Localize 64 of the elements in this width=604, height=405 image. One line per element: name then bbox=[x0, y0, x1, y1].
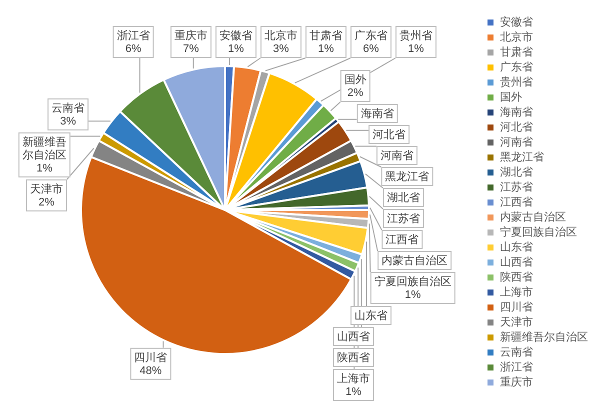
slice-label: 国外 bbox=[344, 74, 366, 86]
legend-label: 新疆维吾尔自治区 bbox=[500, 330, 588, 344]
data-label: 48% bbox=[140, 364, 162, 377]
data-label: 7% bbox=[183, 43, 200, 56]
data-label: 2% bbox=[347, 87, 364, 100]
legend-label: 安徽省 bbox=[500, 16, 533, 29]
legend-label: 北京市 bbox=[500, 30, 533, 44]
legend-label: 重庆市 bbox=[500, 376, 533, 389]
data-label: 1% bbox=[346, 386, 362, 398]
slice-label: 广东省 bbox=[354, 29, 388, 42]
data-label: 1% bbox=[318, 43, 334, 56]
legend-label: 甘肃省 bbox=[500, 46, 533, 59]
data-label: 1% bbox=[408, 43, 424, 56]
legend-label: 湖北省 bbox=[500, 166, 533, 179]
legend-label: 内蒙古自治区 bbox=[500, 210, 566, 224]
slice-label: 宁夏回族自治区 bbox=[374, 275, 452, 288]
data-label: 1% bbox=[36, 162, 53, 174]
slice-label: 陕西省 bbox=[337, 351, 370, 364]
slice-label: 新疆维吾尔自治区 bbox=[22, 135, 66, 162]
legend-label: 广东省 bbox=[500, 60, 533, 74]
slice-label: 重庆市 bbox=[174, 29, 208, 42]
slice-label: 贵州省 bbox=[399, 29, 432, 42]
slice-label: 上海市 bbox=[337, 372, 370, 386]
slice-label: 山东省 bbox=[354, 309, 388, 322]
legend-label: 江西省 bbox=[500, 196, 533, 209]
slice-label: 云南省 bbox=[52, 101, 85, 114]
data-label: 6% bbox=[125, 43, 142, 56]
legend-label: 山西省 bbox=[500, 256, 533, 269]
legend-label: 浙江省 bbox=[500, 360, 533, 374]
legend-label: 贵州省 bbox=[500, 76, 533, 89]
slice-label: 安徽省 bbox=[219, 29, 252, 42]
data-label: 3% bbox=[60, 115, 76, 128]
slice-label: 海南省 bbox=[360, 107, 394, 120]
slice-label: 山西省 bbox=[337, 330, 370, 344]
slice-label: 江苏省 bbox=[387, 212, 420, 226]
legend-label: 云南省 bbox=[500, 346, 533, 359]
legend-label: 陕西省 bbox=[500, 270, 533, 284]
slice-label: 四川省 bbox=[134, 350, 168, 364]
legend-label: 国外 bbox=[500, 92, 522, 104]
slice-label: 北京市 bbox=[264, 29, 298, 42]
data-label: 6% bbox=[363, 43, 380, 56]
slice-label: 江西省 bbox=[386, 233, 419, 246]
data-label: 2% bbox=[38, 196, 55, 208]
legend-label: 山东省 bbox=[500, 240, 533, 254]
slice-label: 浙江省 bbox=[116, 29, 150, 42]
legend-label: 黑龙江省 bbox=[500, 150, 544, 164]
slice-label: 内蒙古自治区 bbox=[382, 254, 448, 268]
legend-label: 宁夏回族自治区 bbox=[500, 226, 577, 239]
slice-label: 天津市 bbox=[30, 182, 63, 196]
data-label: 3% bbox=[273, 43, 290, 56]
legend-label: 天津市 bbox=[500, 316, 533, 329]
category-label: 黑龙江省 bbox=[385, 171, 430, 184]
slice-label: 湖北省 bbox=[386, 191, 420, 204]
data-label: 1% bbox=[228, 43, 244, 56]
legend-label: 海南省 bbox=[500, 106, 533, 119]
legend-label: 四川省 bbox=[500, 300, 533, 314]
slice-label: 甘肃省 bbox=[309, 29, 342, 42]
legend-label: 江苏省 bbox=[500, 180, 533, 194]
legend-label: 河南省 bbox=[500, 136, 533, 149]
data-label: 1% bbox=[404, 289, 421, 302]
slice-label: 河北省 bbox=[372, 128, 406, 142]
legend-label: 上海市 bbox=[500, 286, 533, 299]
slice-label: 河南省 bbox=[380, 149, 414, 162]
legend-label: 河北省 bbox=[500, 120, 533, 134]
